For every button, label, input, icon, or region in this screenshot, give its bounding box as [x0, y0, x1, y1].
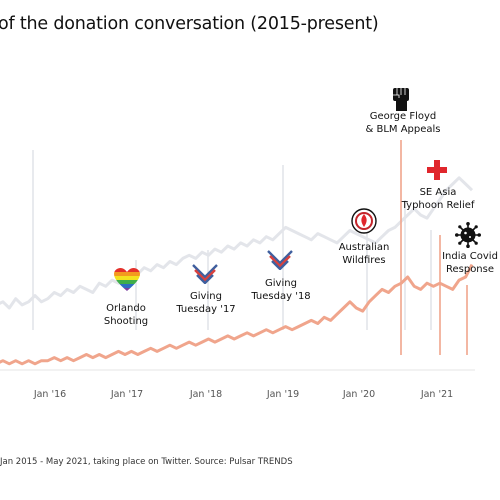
annotation-line: Typhoon Relief [401, 200, 475, 211]
chart-title: of the donation conversation (2015-prese… [0, 14, 379, 34]
annotation-line: Shooting [103, 316, 149, 327]
annotation-line: Tuesday '17 [176, 304, 236, 315]
annotation-line: SE Asia [419, 187, 457, 198]
source-note: Jan 2015 - May 2021, taking place on Twi… [0, 457, 293, 467]
annotation-australian-wildfires: Australian Wildfires [339, 241, 390, 267]
annotation-orlando-shooting: Orlando Shooting [104, 302, 148, 328]
annotation-line: Tuesday '18 [251, 291, 311, 302]
annotation-giving-tuesday-18: Giving Tuesday '18 [251, 277, 310, 303]
x-tick-label: Jan '17 [110, 389, 143, 400]
fire-service-badge-icon [351, 208, 377, 238]
annotation-line: Wildfires [342, 255, 386, 266]
red-cross-icon [427, 160, 447, 184]
rainbow-heart-icon [114, 268, 140, 296]
annotation-giving-tuesday-17: Giving Tuesday '17 [176, 290, 235, 316]
giving-tuesday-heart-icon [267, 248, 293, 274]
annotation-line: & BLM Appeals [365, 124, 441, 135]
annotation-george-floyd-blm: George Floyd & BLM Appeals [365, 110, 440, 136]
x-tick-label: Jan '21 [420, 389, 453, 400]
annotation-line: Orlando [106, 303, 146, 314]
x-tick-label: Jan '20 [342, 389, 375, 400]
series-salmon-group [0, 140, 474, 366]
annotation-line: Australian [338, 242, 390, 253]
raised-fist-icon [391, 85, 411, 115]
x-tick-label: Jan '18 [189, 389, 222, 400]
series-salmon-line [0, 263, 474, 366]
series-grey-line [0, 176, 474, 310]
virus-icon [455, 222, 481, 252]
annotation-line: George Floyd [369, 111, 437, 122]
annotation-se-asia-typhoon: SE Asia Typhoon Relief [402, 186, 475, 212]
x-tick-labels: Jan '16 Jan '17 Jan '18 Jan '19 Jan '20 Jan '… [33, 389, 453, 400]
x-tick-label: Jan '19 [266, 389, 299, 400]
annotation-line: Giving [265, 278, 297, 289]
annotation-line: India Covid [442, 251, 498, 262]
annotation-india-covid: India Covid Response [442, 250, 498, 276]
giving-tuesday-heart-icon [192, 262, 218, 288]
x-tick-label: Jan '16 [33, 389, 66, 400]
annotation-line: Giving [190, 291, 222, 302]
annotation-line: Response [445, 264, 495, 275]
